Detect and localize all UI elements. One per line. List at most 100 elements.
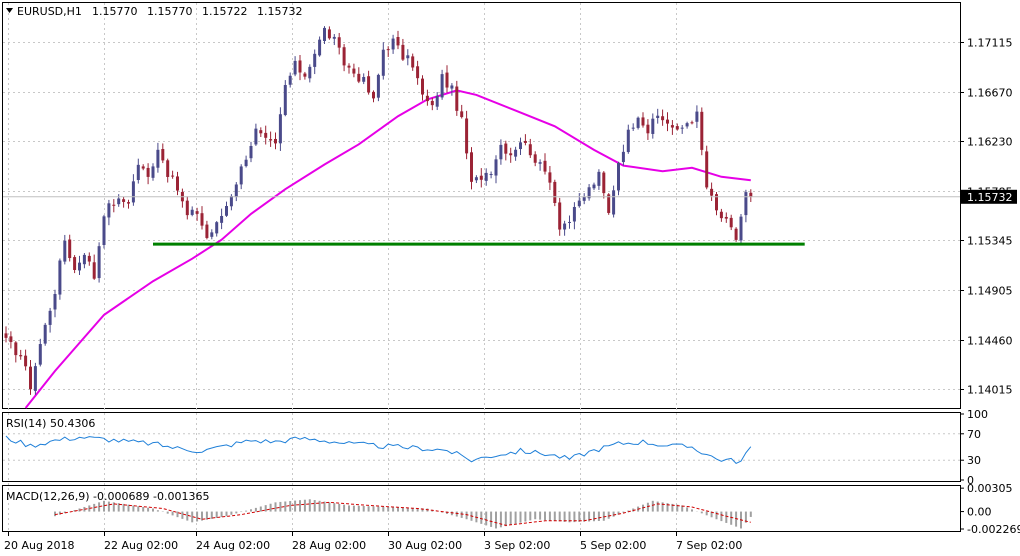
rsi-tick-label: 0: [967, 474, 974, 487]
candle: [323, 26, 326, 45]
candle-body: [401, 44, 405, 60]
candle-body: [651, 118, 655, 134]
candle-body: [43, 324, 47, 344]
candle: [9, 331, 13, 349]
candle: [87, 252, 91, 266]
candle: [509, 147, 513, 163]
candle: [185, 196, 189, 220]
candle: [661, 109, 665, 126]
candle-body: [680, 127, 684, 129]
candle: [523, 134, 527, 146]
candle-body: [724, 216, 728, 219]
price-tick-label: 1.17115: [967, 37, 1013, 50]
time-tick-label: 24 Aug 02:00: [196, 539, 270, 552]
candle: [327, 26, 331, 40]
candle: [107, 199, 111, 226]
candle: [274, 132, 277, 150]
candle: [249, 141, 253, 163]
price-tick-label: 1.16670: [967, 87, 1013, 100]
candle-body: [494, 159, 498, 176]
candle: [171, 170, 175, 179]
candle-body: [151, 166, 155, 178]
candle-body: [582, 196, 586, 201]
candle-body: [411, 56, 415, 68]
candle-body: [220, 215, 224, 223]
current-price-tag: [961, 189, 1017, 204]
time-tick-label: 22 Aug 02:00: [104, 539, 178, 552]
candle-body: [195, 211, 199, 214]
candle: [563, 220, 567, 236]
ohlc-low: 1.15722: [202, 5, 248, 18]
candle-body: [161, 149, 165, 161]
candle-body: [205, 224, 209, 238]
candle: [685, 121, 689, 129]
candle: [396, 30, 400, 50]
macd-signal-line: [54, 501, 751, 526]
candle: [352, 63, 356, 78]
time-tick-label: 20 Aug 2018: [4, 539, 74, 552]
candle: [362, 73, 366, 85]
candle: [73, 255, 77, 274]
candle: [587, 184, 591, 201]
candle-body: [278, 114, 282, 144]
candle: [636, 116, 640, 130]
price-tick-label: 1.14015: [967, 384, 1013, 397]
candle-body: [200, 213, 204, 226]
candle: [97, 242, 101, 283]
candle: [612, 185, 616, 218]
candle-body: [533, 154, 537, 163]
candle: [514, 146, 518, 161]
candle: [318, 36, 322, 57]
candle-body: [489, 173, 493, 175]
candle: [254, 123, 258, 146]
candle-body: [675, 126, 679, 130]
candle: [489, 171, 493, 179]
candle-body: [656, 115, 660, 118]
candle-body: [92, 262, 96, 279]
candle-body: [318, 39, 322, 56]
candle: [425, 89, 429, 106]
candle: [705, 145, 709, 190]
price-tick-label: 1.15345: [967, 235, 1013, 248]
candle-body: [396, 37, 400, 46]
candle: [646, 119, 650, 140]
time-tick-label: 28 Aug 02:00: [292, 539, 366, 552]
candle: [465, 110, 469, 160]
candle-body: [372, 91, 375, 99]
candle-body: [38, 344, 42, 365]
candle-body: [87, 255, 91, 262]
candle: [38, 338, 42, 367]
candle: [499, 139, 503, 165]
candle: [92, 254, 96, 280]
candle-body: [646, 124, 650, 134]
candle: [161, 143, 165, 164]
candle: [78, 255, 81, 276]
candle-body: [631, 127, 635, 129]
current-price-label: 1.15732: [967, 191, 1013, 204]
candle-body: [617, 163, 620, 191]
candle-body: [337, 37, 341, 48]
candle-body: [705, 151, 709, 188]
candle: [303, 71, 307, 80]
candle-body: [4, 333, 8, 338]
candle: [259, 127, 263, 138]
candle-body: [53, 294, 57, 310]
candle: [225, 201, 228, 217]
candle: [440, 69, 444, 100]
dropdown-triangle-icon[interactable]: [6, 8, 13, 13]
candle-body: [48, 310, 52, 325]
candle-body: [435, 95, 439, 107]
macd-title: MACD(12,26,9) -0.000689 -0.001365: [6, 490, 209, 503]
candle-body: [332, 36, 336, 39]
candle: [749, 189, 753, 203]
moving-average: [24, 89, 751, 409]
candle-body: [641, 117, 645, 126]
candle: [215, 221, 219, 237]
candle: [308, 64, 312, 83]
candle: [690, 120, 694, 125]
candle: [381, 42, 385, 80]
candle-body: [391, 38, 395, 50]
candle: [675, 123, 679, 131]
candle-body: [29, 366, 32, 390]
candle: [651, 113, 655, 139]
